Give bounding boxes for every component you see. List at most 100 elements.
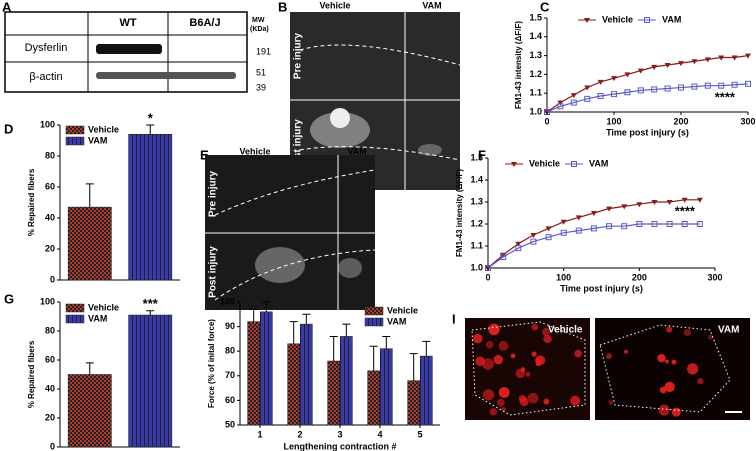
x-tick-label: 0 xyxy=(544,116,549,126)
marker xyxy=(637,87,644,94)
marker xyxy=(731,55,738,61)
legend-swatch xyxy=(364,317,384,327)
marker xyxy=(515,241,522,247)
error-bar xyxy=(382,335,391,349)
y-tick-label: 20 xyxy=(45,412,55,422)
marker xyxy=(590,211,597,216)
y-tick-label: 70 xyxy=(225,370,235,380)
marker xyxy=(681,221,688,227)
x-axis-label: Lengthening contraction # xyxy=(283,441,396,451)
marker xyxy=(500,254,507,260)
legend-swatch xyxy=(364,306,384,316)
marker xyxy=(511,162,517,167)
x-axis-label: Time post injury (s) xyxy=(606,127,689,137)
marker xyxy=(584,18,590,23)
marker xyxy=(557,103,564,110)
y-tick-label: 100 xyxy=(220,296,235,306)
panel-label: G xyxy=(4,291,14,306)
marker xyxy=(570,99,577,106)
marker xyxy=(530,238,537,245)
marker xyxy=(745,80,751,87)
x-tick-label: 1 xyxy=(257,429,262,439)
blot-row: Dysferlin xyxy=(25,42,68,54)
column-label: VAM xyxy=(347,146,366,156)
legend-label: VAM xyxy=(88,313,107,323)
bar xyxy=(367,370,381,426)
y-tick-label: 1.4 xyxy=(529,31,542,41)
legend-label: Vehicle xyxy=(529,158,560,168)
bar xyxy=(67,374,112,448)
marker xyxy=(696,197,703,203)
x-tick-label: 0 xyxy=(485,272,490,282)
panel-label: A xyxy=(2,0,12,14)
x-tick-label: 200 xyxy=(673,116,688,126)
marker xyxy=(636,202,643,208)
panel-label: D xyxy=(4,121,13,136)
marker xyxy=(611,76,617,82)
marker xyxy=(624,89,631,96)
y-tick-label: 1.2 xyxy=(529,69,542,79)
legend-label: Vehicle xyxy=(387,305,418,315)
y-tick-label: 1.5 xyxy=(470,152,483,162)
bar xyxy=(259,311,273,426)
legend-label: VAM xyxy=(88,135,107,145)
y-tick-label: 0 xyxy=(50,441,55,451)
marker xyxy=(651,221,658,227)
y-tick-label: 40 xyxy=(45,383,55,393)
error-bar xyxy=(146,310,155,316)
marker xyxy=(704,82,711,89)
bar xyxy=(327,360,341,426)
marker xyxy=(745,53,751,59)
marker xyxy=(651,64,658,70)
marker xyxy=(696,221,703,227)
series-line xyxy=(487,223,700,269)
mw-unit: (KDa) xyxy=(250,26,269,33)
bar xyxy=(419,355,433,426)
bar xyxy=(379,348,393,426)
marker xyxy=(624,72,631,78)
legend-swatch xyxy=(65,125,85,135)
panel-label: C xyxy=(540,0,550,14)
series-line xyxy=(546,83,749,113)
mw-label: 51 xyxy=(256,67,266,77)
y-tick-label: 1.1 xyxy=(529,88,542,98)
error-bar xyxy=(262,301,271,312)
mw-label: 39 xyxy=(256,82,266,92)
marker xyxy=(545,226,552,232)
column-label: VAM xyxy=(422,0,441,10)
legend-label: Vehicle xyxy=(88,124,119,134)
legend-swatch xyxy=(65,303,85,313)
y-tick-label: 1.3 xyxy=(470,196,483,206)
y-tick-label: 0 xyxy=(50,274,55,284)
error-bar xyxy=(302,313,311,325)
y-tick-label: 100 xyxy=(40,119,55,129)
y-tick-label: 1.4 xyxy=(470,174,483,184)
y-tick-label: 80 xyxy=(225,346,235,356)
x-tick-label: 200 xyxy=(632,272,647,282)
error-bar xyxy=(342,323,351,337)
marker xyxy=(621,204,628,210)
bar xyxy=(299,323,313,426)
western-blot: WT B6A/J Dysferlin β-actin MW (KDa) 191 … xyxy=(4,11,271,93)
blot-row: β-actin xyxy=(29,71,62,83)
x-tick-label: 2 xyxy=(297,429,302,439)
marker xyxy=(704,57,711,63)
y-tick-label: 60 xyxy=(45,354,55,364)
bar xyxy=(67,206,112,281)
marker xyxy=(678,61,684,67)
y-tick-label: 40 xyxy=(45,212,55,222)
marker xyxy=(644,17,650,23)
marker xyxy=(584,95,591,102)
error-bar xyxy=(289,321,298,344)
legend-label: VAM xyxy=(662,14,681,24)
image-label: VAM xyxy=(718,325,739,336)
image-label: Vehicle xyxy=(548,325,583,336)
marker xyxy=(681,197,688,203)
annotation: * xyxy=(148,110,154,125)
x-tick-label: 100 xyxy=(556,272,571,282)
marker xyxy=(570,93,577,99)
annotation: **** xyxy=(715,89,736,104)
legend-label: Vehicle xyxy=(602,14,633,24)
marker xyxy=(611,91,617,98)
